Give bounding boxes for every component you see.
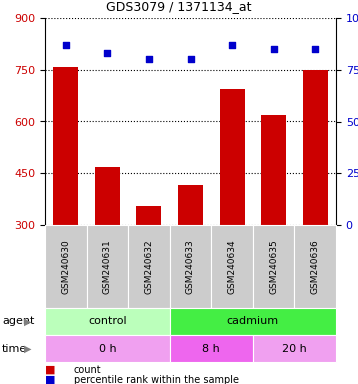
Point [312,46,318,52]
Text: agent: agent [2,316,34,326]
Bar [219,89,245,328]
Text: ■: ■ [45,365,55,375]
Text: GSM240634: GSM240634 [228,239,237,294]
Text: GSM240635: GSM240635 [269,239,278,294]
Bar [95,167,120,328]
Text: GDS3079 / 1371134_at: GDS3079 / 1371134_at [106,0,252,13]
Text: GSM240630: GSM240630 [61,239,70,294]
Point [63,42,69,48]
Text: 8 h: 8 h [202,344,220,354]
Text: ▶: ▶ [24,316,32,326]
Text: ■: ■ [45,375,55,384]
Text: GSM240633: GSM240633 [186,239,195,294]
Bar [53,67,78,328]
Point [229,42,235,48]
Bar [178,185,203,328]
Point [105,50,110,56]
Text: count: count [74,365,101,375]
Text: time: time [2,344,27,354]
Bar [261,114,286,328]
Text: 20 h: 20 h [282,344,307,354]
Text: 0 h: 0 h [98,344,116,354]
Bar [136,206,161,328]
Text: control: control [88,316,127,326]
Point [188,56,193,63]
Bar [303,70,328,328]
Text: ▶: ▶ [24,344,32,354]
Point [146,56,152,63]
Text: GSM240636: GSM240636 [311,239,320,294]
Text: GSM240631: GSM240631 [103,239,112,294]
Point [271,46,276,52]
Text: percentile rank within the sample: percentile rank within the sample [74,375,239,384]
Text: GSM240632: GSM240632 [144,239,154,294]
Text: cadmium: cadmium [227,316,279,326]
